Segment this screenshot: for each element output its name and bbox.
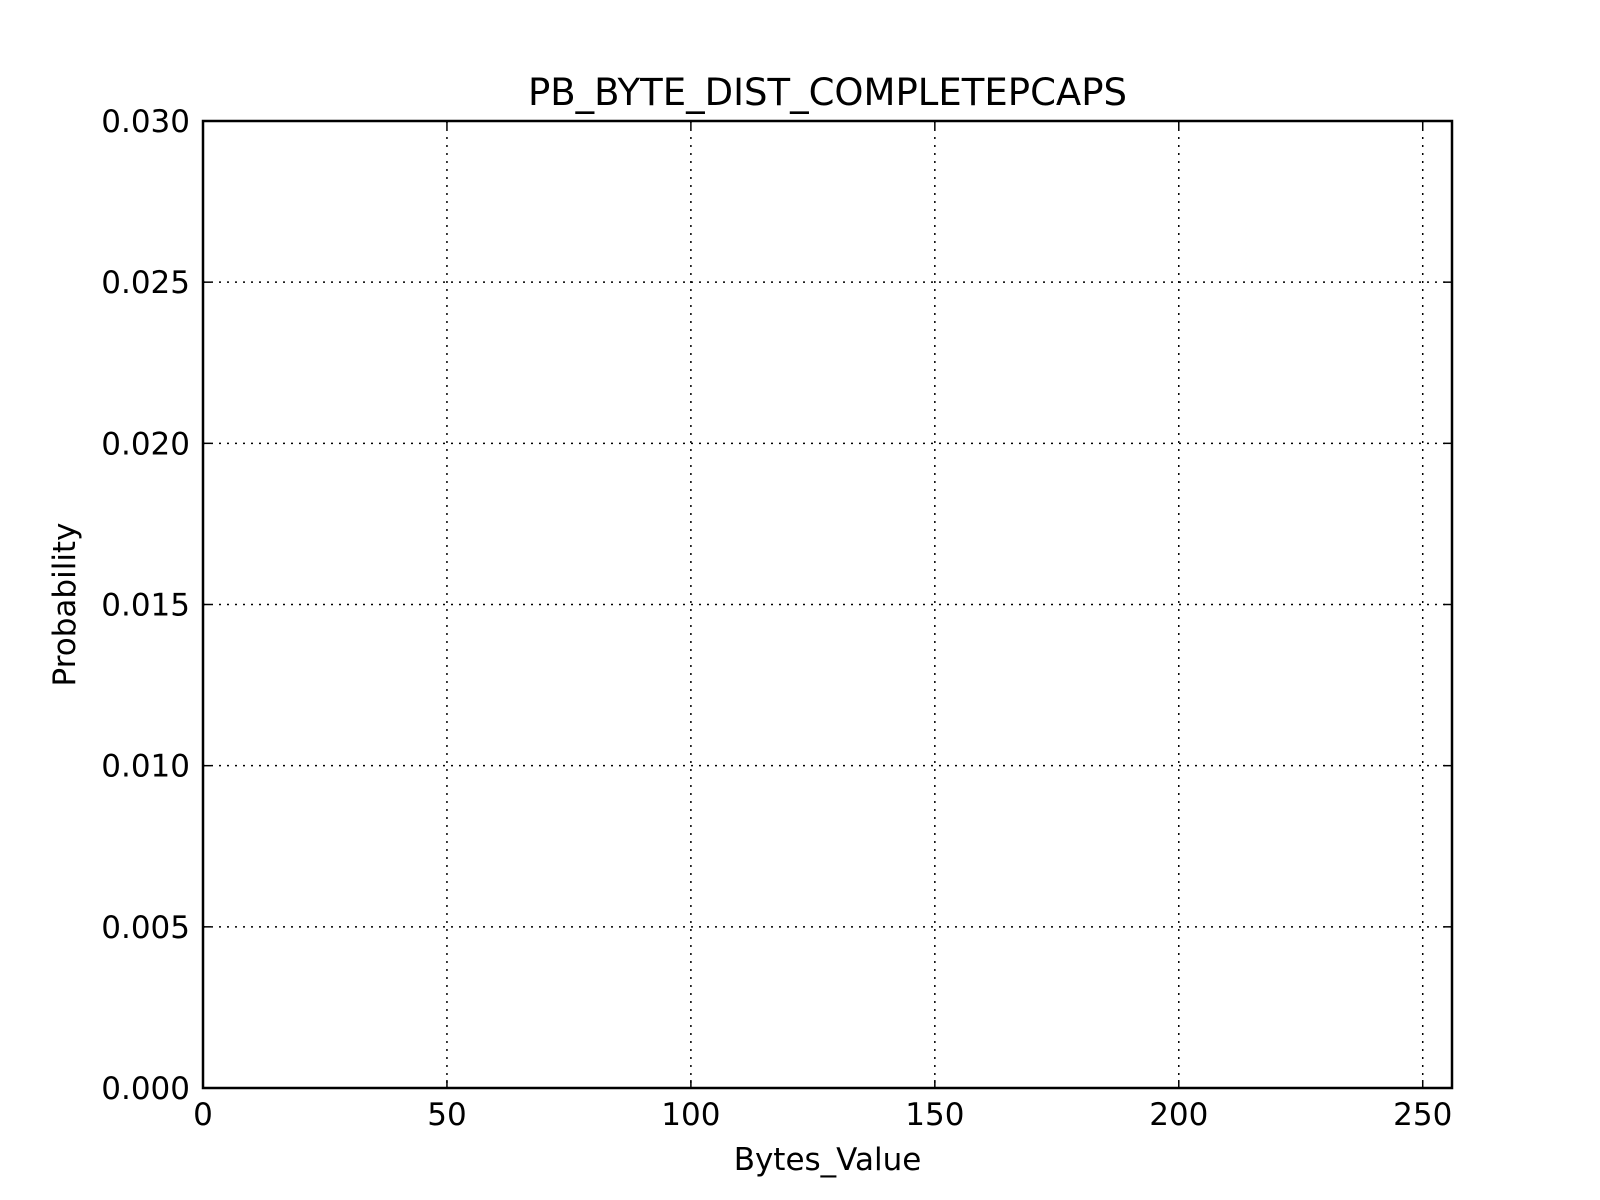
y-tick-label: 0.030 [101,104,190,140]
tick-marks [202,120,1452,1089]
x-tick-label: 150 [905,1097,964,1133]
grid [203,121,1452,1088]
x-tick-label: 250 [1393,1097,1452,1133]
x-tick-label: 0 [193,1097,213,1133]
plot-frame [201,119,1454,1090]
y-tick-label: 0.005 [101,910,190,946]
y-axis-label: Probability [47,523,83,687]
x-tick-label: 100 [661,1097,720,1133]
x-tick-label: 200 [1149,1097,1208,1133]
chart-title: PB_BYTE_DIST_COMPLETEPCAPS [528,71,1127,114]
y-tick-label: 0.020 [101,426,190,462]
y-tick-labels: 0.000 0.005 0.010 0.015 0.020 0.025 0.030 [101,104,190,1107]
y-tick-label: 0.010 [101,749,190,785]
y-tick-label: 0.000 [101,1071,190,1107]
y-tick-label: 0.015 [101,588,190,624]
x-tick-labels: 0 50 100 150 200 250 [193,1097,1452,1133]
x-tick-label: 50 [427,1097,466,1133]
y-tick-label: 0.025 [101,265,190,301]
x-axis-label: Bytes_Value [734,1142,922,1178]
